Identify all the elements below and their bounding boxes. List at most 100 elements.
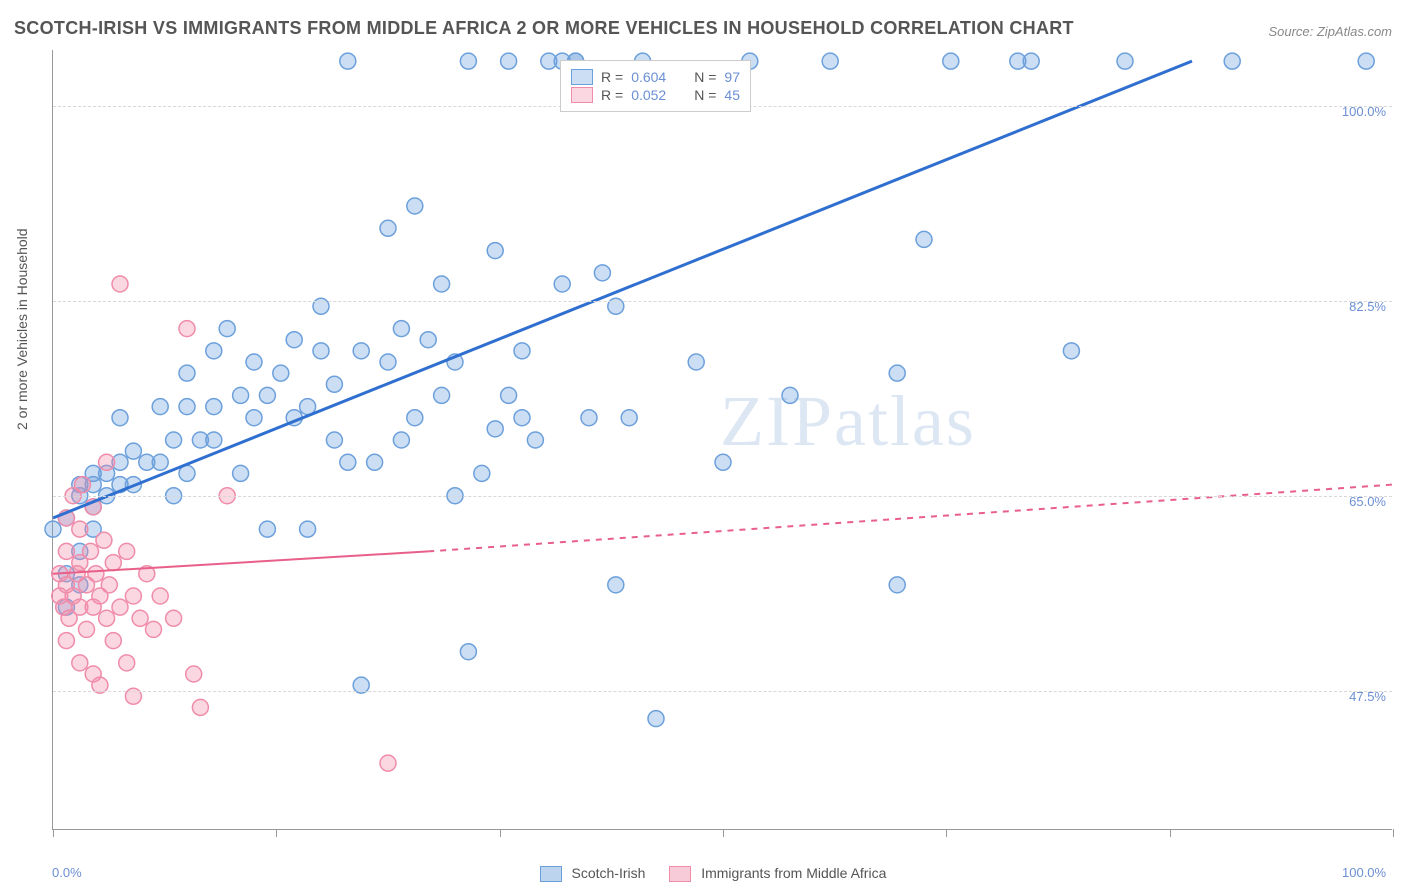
data-point [99,610,115,626]
plot-area [52,50,1392,830]
chart-title: SCOTCH-IRISH VS IMMIGRANTS FROM MIDDLE A… [14,18,1074,39]
data-point [621,410,637,426]
data-point [594,265,610,281]
trend-line [53,61,1192,518]
data-point [1063,343,1079,359]
n-value-2: 45 [724,87,740,103]
data-point [487,243,503,259]
data-point [74,477,90,493]
data-point [132,610,148,626]
data-point [286,332,302,348]
data-point [152,399,168,415]
gridline [53,496,1392,497]
data-point [112,599,128,615]
data-point [1224,53,1240,69]
data-point [79,621,95,637]
data-point [99,454,115,470]
data-point [192,699,208,715]
data-point [326,432,342,448]
data-point [514,343,530,359]
data-point [273,365,289,381]
data-point [581,410,597,426]
data-point [58,543,74,559]
data-point [233,387,249,403]
data-point [96,532,112,548]
data-point [501,387,517,403]
data-point [380,354,396,370]
data-point [501,53,517,69]
data-point [608,577,624,593]
x-tick [723,829,724,837]
data-point [88,566,104,582]
data-point [179,321,195,337]
data-point [206,399,222,415]
data-point [943,53,959,69]
data-point [83,543,99,559]
data-point [1117,53,1133,69]
y-tick-label: 82.5% [1349,299,1386,314]
data-point [146,621,162,637]
data-point [259,387,275,403]
data-point [527,432,543,448]
data-point [206,343,222,359]
data-point [125,588,141,604]
data-point [474,465,490,481]
data-point [420,332,436,348]
y-tick-label: 65.0% [1349,494,1386,509]
n-value-1: 97 [724,69,740,85]
data-point [219,321,235,337]
x-tick [1393,829,1394,837]
data-point [434,387,450,403]
data-point [889,365,905,381]
scatter-svg [53,50,1392,829]
data-point [407,198,423,214]
data-point [300,521,316,537]
data-point [393,432,409,448]
data-point [206,432,222,448]
legend-correlation: R = 0.604 N = 97 R = 0.052 N = 45 [560,60,751,112]
data-point [186,666,202,682]
data-point [407,410,423,426]
data-point [259,521,275,537]
data-point [554,276,570,292]
gridline [53,301,1392,302]
data-point [1358,53,1374,69]
data-point [72,521,88,537]
data-point [166,610,182,626]
n-label: N = [694,87,716,103]
data-point [487,421,503,437]
x-tick-label: 0.0% [52,865,82,880]
data-point [112,410,128,426]
data-point [367,454,383,470]
data-point [340,53,356,69]
x-tick [276,829,277,837]
x-tick [946,829,947,837]
data-point [246,354,262,370]
legend-label-2: Immigrants from Middle Africa [701,865,886,881]
data-point [119,655,135,671]
data-point [101,577,117,593]
swatch-series2 [571,87,593,103]
data-point [166,432,182,448]
data-point [246,410,262,426]
x-tick-label: 100.0% [1342,865,1386,880]
data-point [45,521,61,537]
data-point [380,220,396,236]
legend-row-series1: R = 0.604 N = 97 [571,69,740,85]
n-label: N = [694,69,716,85]
data-point [648,711,664,727]
data-point [340,454,356,470]
data-point [688,354,704,370]
swatch-bottom-2 [669,866,691,882]
swatch-series1 [571,69,593,85]
data-point [105,555,121,571]
x-tick [1170,829,1171,837]
data-point [715,454,731,470]
r-label: R = [601,69,623,85]
data-point [1023,53,1039,69]
y-axis-title: 2 or more Vehicles in Household [14,228,30,430]
legend-row-series2: R = 0.052 N = 45 [571,87,740,103]
data-point [889,577,905,593]
data-point [822,53,838,69]
data-point [179,399,195,415]
